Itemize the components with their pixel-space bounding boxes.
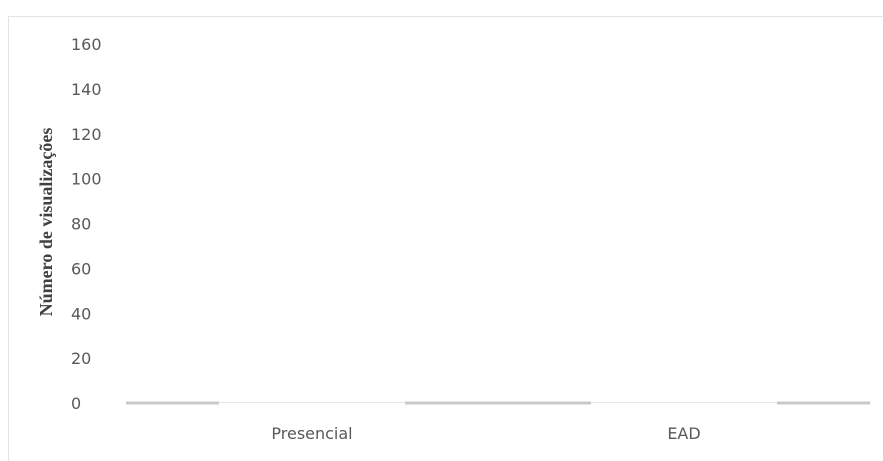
x-axis-ticks: Presencial EAD (271, 424, 700, 443)
y-tick-label: 0 (71, 394, 81, 413)
bar-presencial (219, 402, 405, 403)
x-tick-label: Presencial (271, 424, 352, 443)
y-tick-label: 60 (71, 259, 91, 278)
x-tick-label: EAD (667, 424, 700, 443)
y-tick-label: 100 (71, 170, 102, 189)
y-axis-label: Número de visualizações (36, 128, 56, 317)
y-tick-label: 140 (71, 80, 102, 99)
y-tick-label: 160 (71, 35, 102, 54)
chart-frame (8, 16, 883, 461)
y-axis-ticks: 0 20 40 60 80 100 120 140 160 (71, 35, 102, 413)
y-tick-label: 40 (71, 304, 91, 323)
y-tick-label: 20 (71, 349, 91, 368)
y-tick-label: 120 (71, 125, 102, 144)
y-tick-label: 80 (71, 215, 91, 234)
bars (219, 402, 777, 403)
bar-ead (591, 402, 777, 403)
